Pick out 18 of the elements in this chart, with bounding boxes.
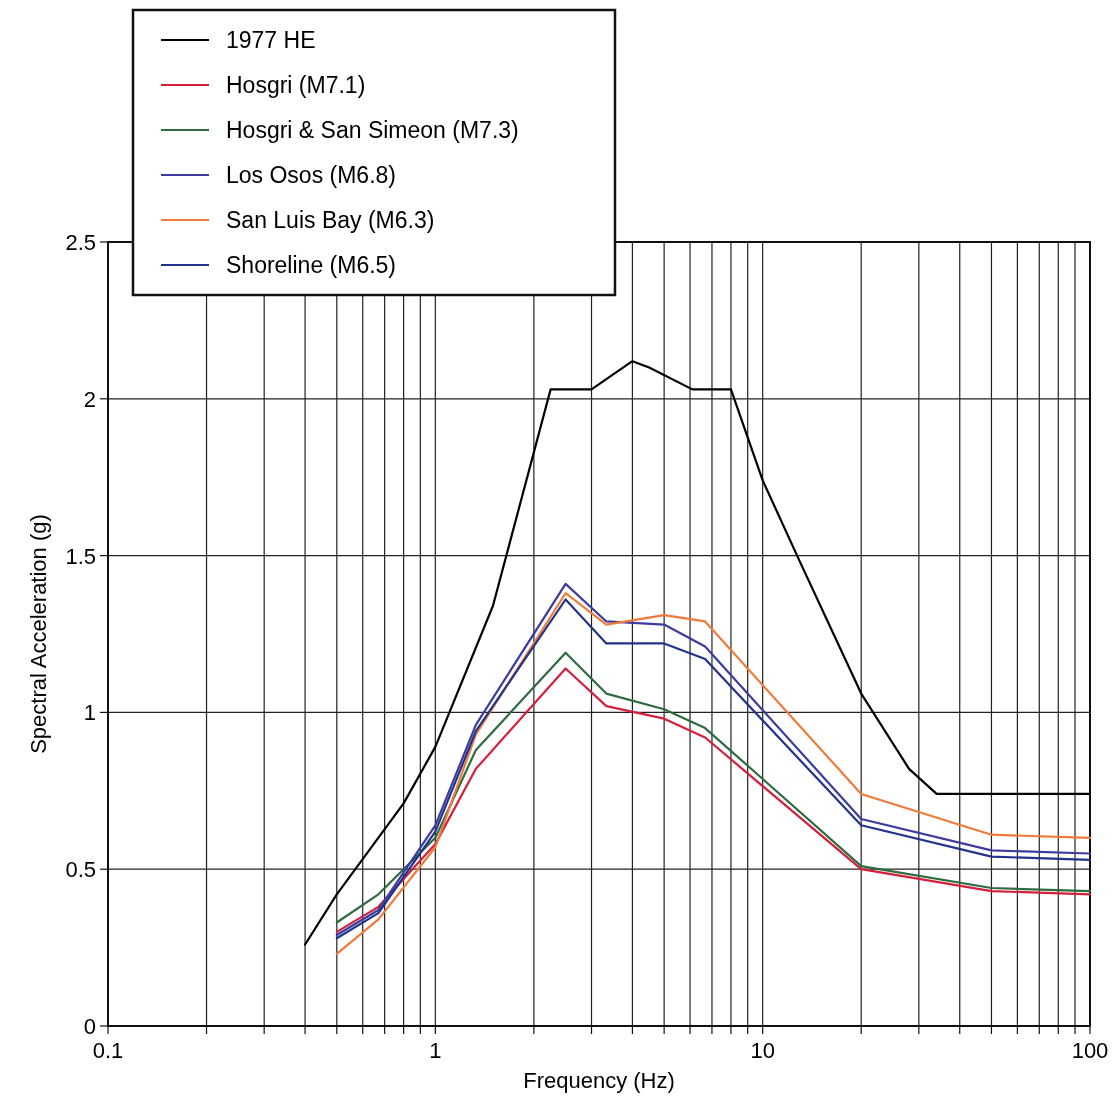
x-tick-label: 100 (1071, 1038, 1109, 1063)
x-tick-label: 1 (429, 1038, 442, 1063)
legend-label: Shoreline (M6.5) (226, 252, 397, 278)
y-tick-label: 2 (83, 386, 96, 412)
y-tick-label: 2.5 (65, 230, 96, 255)
x-tick-label: 0.1 (92, 1038, 124, 1063)
y-axis-title: Spectral Acceleration (g) (26, 514, 51, 754)
legend-label: 1977 HE (226, 27, 316, 53)
x-tick-label: 10 (750, 1038, 775, 1063)
legend-label: San Luis Bay (M6.3) (226, 207, 435, 233)
legend-label: Hosgri & San Simeon (M7.3) (226, 117, 519, 143)
x-axis-title: Frequency (Hz) (523, 1068, 675, 1093)
y-tick-label: 0 (83, 1014, 96, 1039)
legend-label: Los Osos (M6.8) (226, 162, 396, 188)
legend-label: Hosgri (M7.1) (226, 72, 366, 98)
y-tick-label: 1.5 (65, 543, 96, 569)
y-tick-label: 0.5 (65, 857, 96, 883)
y-tick-label: 1 (83, 700, 96, 726)
